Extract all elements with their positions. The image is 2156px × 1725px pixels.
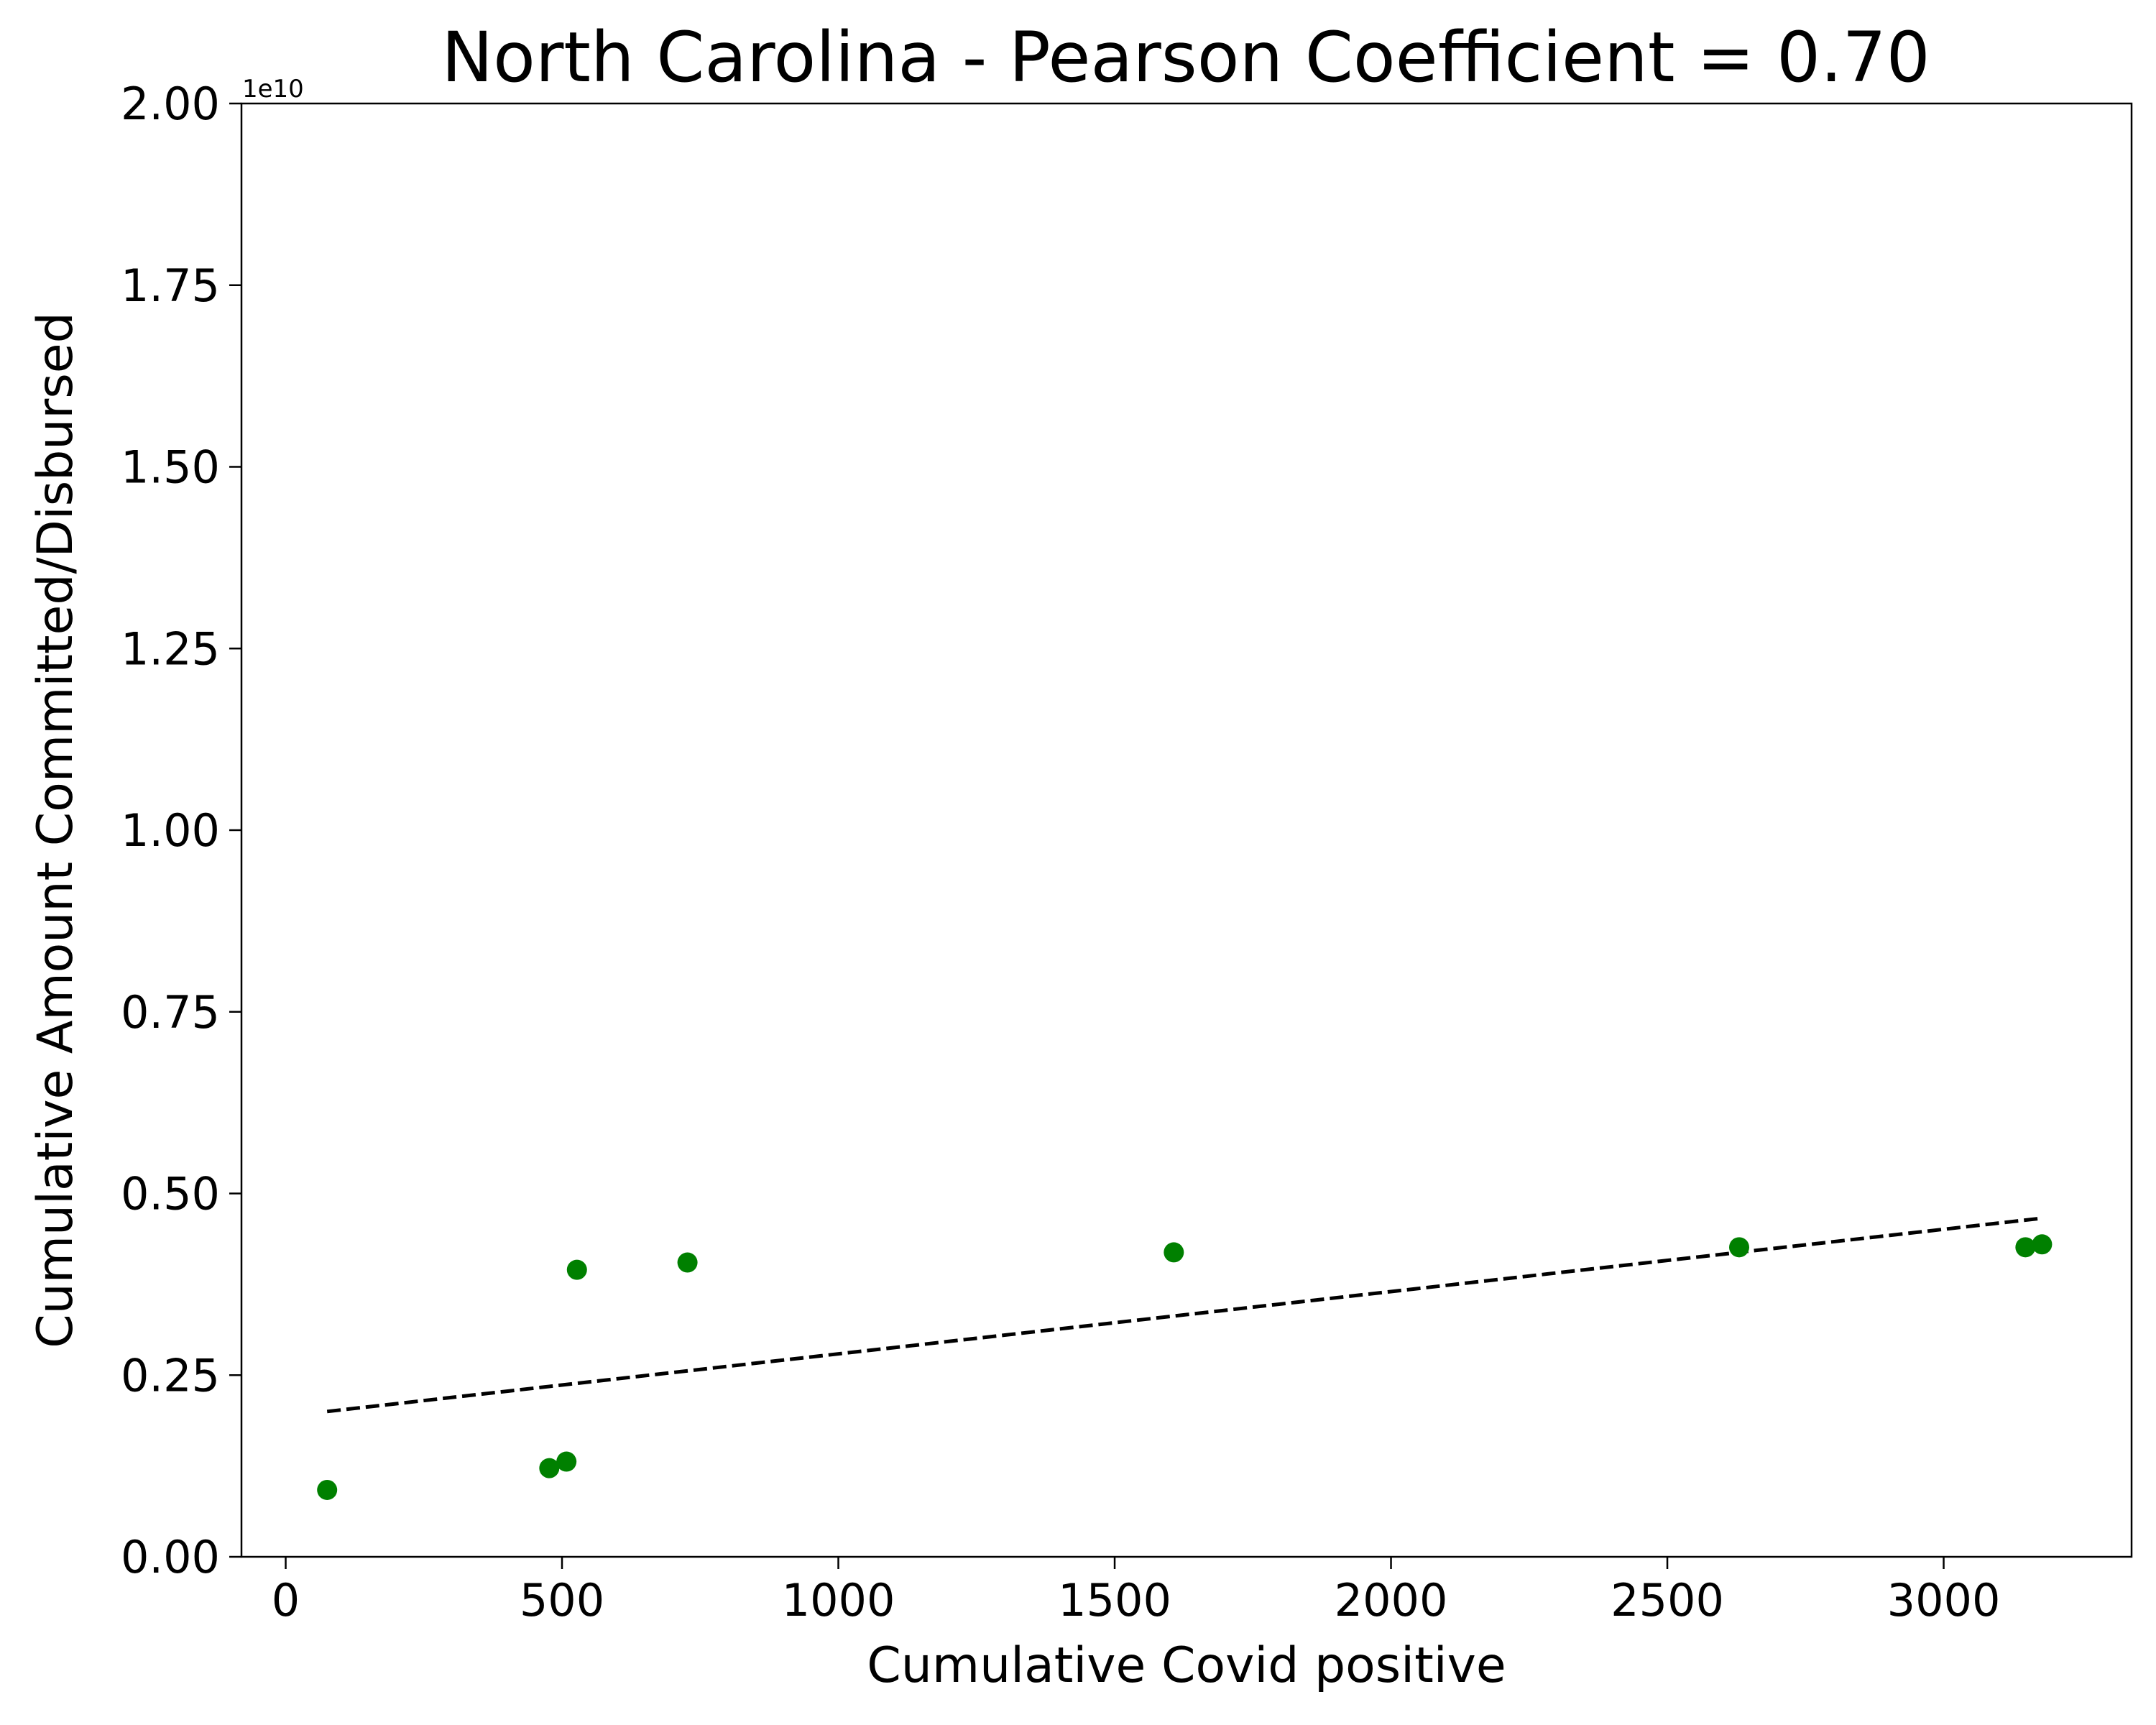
x-tick-label: 2500 — [1611, 1574, 1724, 1627]
x-tick-label: 500 — [520, 1574, 604, 1627]
y-tick-label: 0.75 — [121, 986, 220, 1039]
y-tick-label: 0.25 — [121, 1349, 220, 1402]
y-tick-label: 1.50 — [121, 441, 220, 494]
data-point — [317, 1479, 338, 1500]
chart-title: North Carolina - Pearson Coefficient = 0… — [441, 17, 1930, 98]
y-tick-label: 1.75 — [121, 259, 220, 312]
data-point — [556, 1451, 577, 1472]
y-tick-label: 0.00 — [121, 1531, 220, 1583]
data-point — [2032, 1234, 2053, 1255]
x-tick-label: 1500 — [1058, 1574, 1171, 1627]
plot-frame — [240, 102, 2133, 1558]
x-axis-ticks: 0 500 1000 1500 2000 2500 3000 — [272, 1557, 2001, 1627]
y-axis-label: Cumulative Amount Committed/Disbursed — [27, 312, 84, 1348]
x-tick-label: 2000 — [1335, 1574, 1448, 1627]
x-axis-label: Cumulative Covid positive — [867, 1637, 1506, 1694]
data-point — [1729, 1237, 1750, 1258]
y-tick-label: 0.50 — [121, 1168, 220, 1220]
y-axis-offset-label: 1e10 — [242, 75, 304, 104]
data-points-layer — [317, 1234, 2053, 1500]
y-tick-label: 2.00 — [121, 78, 220, 130]
trend-line-layer — [326, 1216, 2042, 1414]
data-point — [566, 1259, 587, 1280]
data-point — [539, 1458, 560, 1478]
x-tick-label: 3000 — [1887, 1574, 2001, 1627]
x-tick-label: 0 — [272, 1574, 300, 1627]
trend-line — [326, 1216, 2042, 1414]
y-tick-label: 1.00 — [121, 804, 220, 857]
data-point — [2015, 1237, 2036, 1258]
y-axis-ticks: 0.00 0.25 0.50 0.75 1.00 1.25 1.50 1.75 2.00 — [121, 78, 241, 1583]
data-point — [1164, 1242, 1184, 1263]
y-tick-label: 1.25 — [121, 622, 220, 675]
data-point — [677, 1252, 698, 1273]
x-tick-label: 1000 — [782, 1574, 895, 1627]
